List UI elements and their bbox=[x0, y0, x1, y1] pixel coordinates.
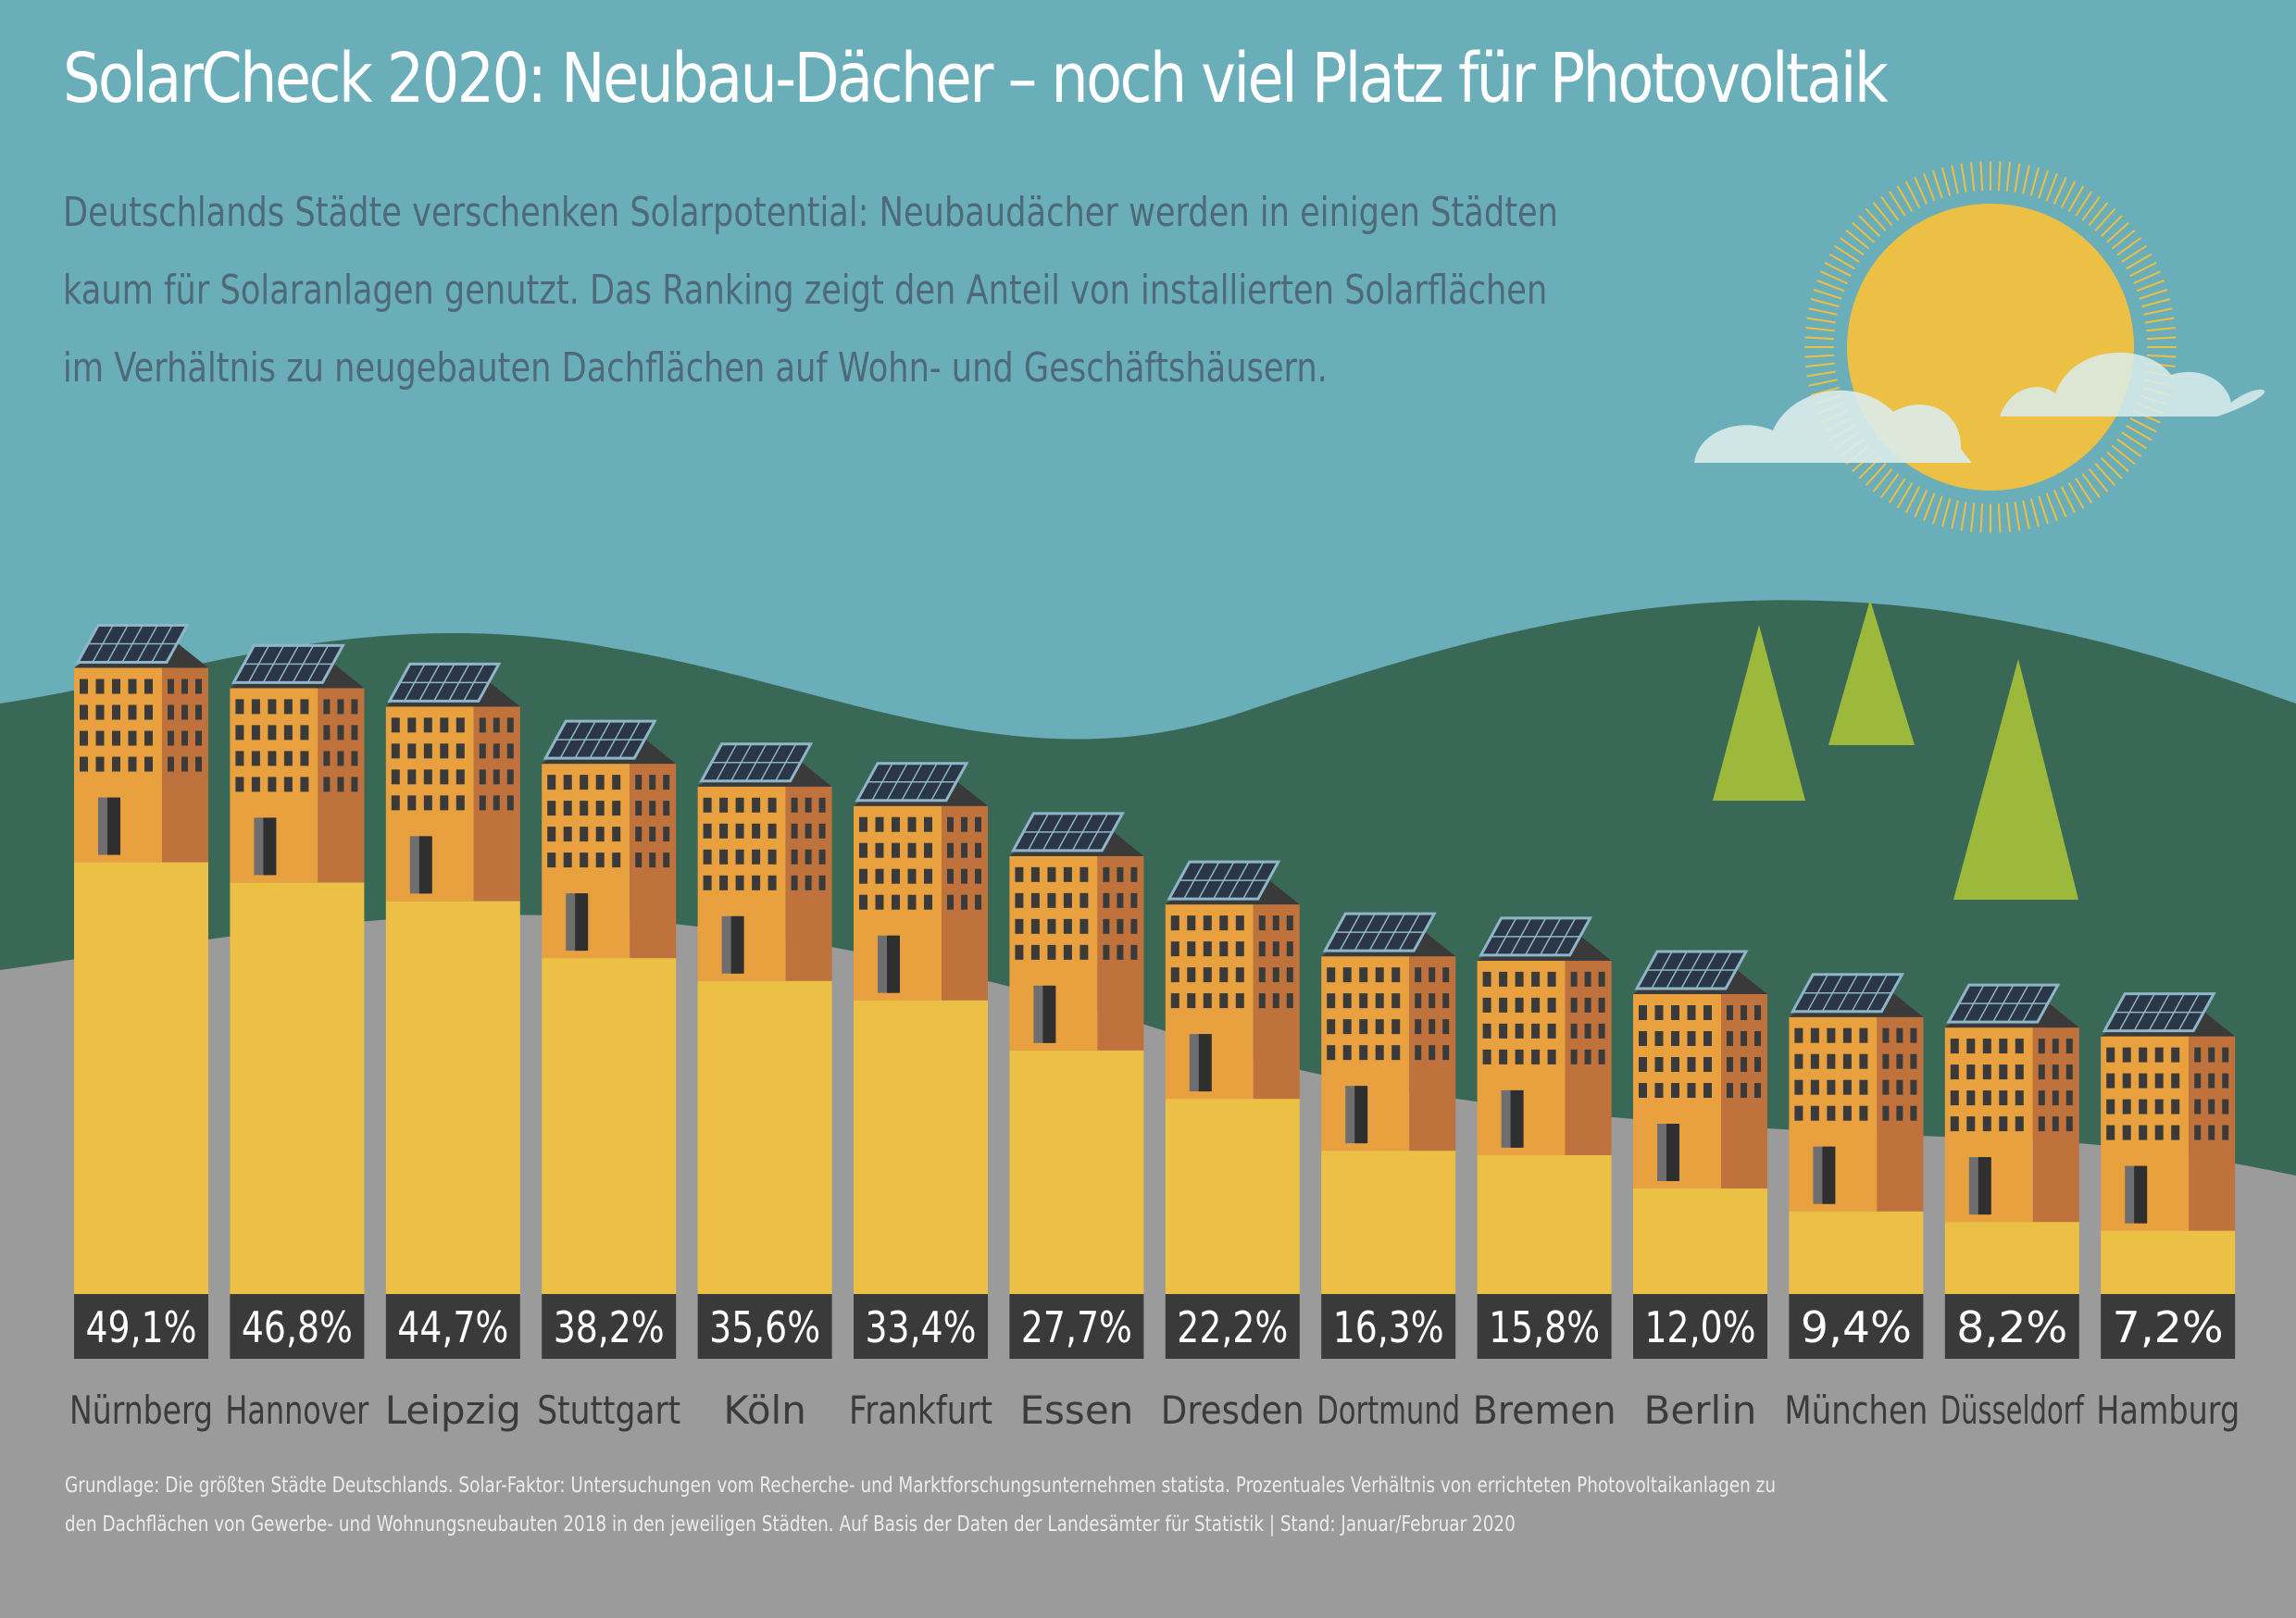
solar-panel-icon bbox=[1167, 860, 1281, 901]
bar bbox=[542, 958, 677, 1294]
bar bbox=[1477, 1154, 1612, 1294]
city-label: Stuttgart bbox=[537, 1388, 680, 1433]
value-label-box bbox=[1633, 1294, 1767, 1359]
bar bbox=[1633, 1189, 1767, 1294]
building-icon bbox=[1477, 916, 1612, 1155]
value-label-box bbox=[1165, 1294, 1300, 1359]
solar-panel-icon bbox=[855, 762, 969, 803]
city-label: Frankfurt bbox=[849, 1388, 992, 1433]
value-label: 9,4% bbox=[1801, 1302, 1912, 1352]
city-label: Bremen bbox=[1473, 1388, 1616, 1433]
value-label-box bbox=[1477, 1294, 1612, 1359]
value-label: 49,1% bbox=[86, 1302, 197, 1352]
city-label: Düsseldorf bbox=[1940, 1388, 2085, 1433]
bar bbox=[697, 980, 832, 1294]
city-label: Dortmund bbox=[1316, 1388, 1460, 1433]
value-label-box bbox=[385, 1294, 520, 1359]
value-label: 15,8% bbox=[1489, 1302, 1600, 1352]
value-label: 8,2% bbox=[1956, 1302, 2067, 1352]
solar-panel-icon bbox=[1322, 912, 1437, 952]
bar bbox=[1944, 1222, 2079, 1294]
intro-line: Deutschlands Städte verschenken Solarpot… bbox=[63, 189, 1558, 236]
city-label: München bbox=[1784, 1388, 1928, 1433]
intro-line: kaum für Solaranlagen genutzt. Das Ranki… bbox=[63, 267, 1548, 314]
bar bbox=[854, 1000, 988, 1294]
building-icon bbox=[854, 762, 988, 1001]
solar-panel-icon bbox=[231, 643, 345, 684]
city-label: Hamburg bbox=[2096, 1388, 2240, 1433]
city-label: Berlin bbox=[1644, 1388, 1757, 1433]
intro-text: Deutschlands Städte verschenken Solarpot… bbox=[63, 174, 1558, 407]
value-label: 35,6% bbox=[709, 1302, 820, 1352]
value-label-box bbox=[1789, 1294, 1924, 1359]
value-label-box bbox=[1009, 1294, 1144, 1359]
bar bbox=[1165, 1099, 1300, 1294]
value-label-box bbox=[542, 1294, 677, 1359]
sun-icon bbox=[1804, 161, 2177, 533]
value-label: 16,3% bbox=[1333, 1302, 1444, 1352]
bar bbox=[1321, 1151, 1456, 1294]
value-label-box bbox=[230, 1294, 365, 1359]
city-label: Hannover bbox=[225, 1388, 369, 1433]
building-icon bbox=[542, 719, 677, 959]
bar bbox=[230, 882, 365, 1294]
building-icon bbox=[230, 643, 365, 883]
value-label-box bbox=[854, 1294, 988, 1359]
city-label: Essen bbox=[1020, 1388, 1134, 1433]
city-label: Nürnberg bbox=[69, 1388, 213, 1433]
building-icon bbox=[2101, 992, 2236, 1231]
value-label: 27,7% bbox=[1021, 1302, 1132, 1352]
solar-panel-icon bbox=[1010, 812, 1125, 853]
city-label: Dresden bbox=[1161, 1388, 1304, 1433]
value-label: 12,0% bbox=[1645, 1302, 1756, 1352]
solar-panel-icon bbox=[543, 719, 657, 760]
tree-icon bbox=[1713, 600, 2078, 900]
building-icon bbox=[1009, 812, 1144, 1051]
solar-panel-icon bbox=[2102, 992, 2216, 1033]
building-icon bbox=[1321, 912, 1456, 1151]
solar-panel-icon bbox=[1946, 983, 2061, 1024]
city-label: Leipzig bbox=[385, 1388, 521, 1433]
page-title: SolarCheck 2020: Neubau-Dächer – noch vi… bbox=[63, 39, 1889, 118]
solar-panel-icon bbox=[1479, 916, 1593, 957]
value-label: 46,8% bbox=[242, 1302, 353, 1352]
intro-line: im Verhältnis zu neugebauten Dachflächen… bbox=[63, 344, 1328, 392]
bar bbox=[1009, 1050, 1144, 1294]
bar bbox=[1789, 1211, 1924, 1294]
solar-panel-icon bbox=[387, 662, 502, 703]
building-icon bbox=[385, 662, 520, 902]
city-label: Köln bbox=[723, 1388, 805, 1433]
solar-panel-icon bbox=[1790, 973, 1904, 1014]
bar-chart: 49,1% Nürnberg 46,8% Hannover 44,7% Leipzig 38… bbox=[69, 624, 2240, 1433]
building-icon bbox=[74, 624, 208, 863]
value-label: 7,2% bbox=[2113, 1302, 2224, 1352]
building-icon bbox=[1789, 973, 1924, 1212]
value-label-box bbox=[2101, 1294, 2236, 1359]
building-icon bbox=[1944, 983, 2079, 1223]
solar-panel-icon bbox=[1634, 950, 1749, 990]
bar bbox=[2101, 1230, 2236, 1294]
footnote: Grundlage: Die größten Städte Deutschlan… bbox=[65, 1466, 1776, 1544]
value-label-box bbox=[1321, 1294, 1456, 1359]
value-label: 33,4% bbox=[866, 1302, 977, 1352]
solar-panel-icon bbox=[75, 624, 190, 665]
value-label: 38,2% bbox=[554, 1302, 665, 1352]
value-label: 22,2% bbox=[1177, 1302, 1288, 1352]
building-icon bbox=[1633, 950, 1767, 1189]
bar bbox=[74, 862, 208, 1294]
building-icon bbox=[697, 742, 832, 981]
cloud-icon bbox=[1694, 352, 2265, 463]
value-label: 44,7% bbox=[397, 1302, 508, 1352]
building-icon bbox=[1165, 860, 1300, 1100]
bar bbox=[385, 901, 520, 1294]
footnote-line: Grundlage: Die größten Städte Deutschlan… bbox=[65, 1474, 1776, 1498]
footnote-line: den Dachflächen von Gewerbe- und Wohnung… bbox=[65, 1512, 1516, 1537]
value-label-box bbox=[697, 1294, 832, 1359]
solar-panel-icon bbox=[699, 742, 814, 783]
value-label-box bbox=[1944, 1294, 2079, 1359]
value-label-box bbox=[74, 1294, 208, 1359]
